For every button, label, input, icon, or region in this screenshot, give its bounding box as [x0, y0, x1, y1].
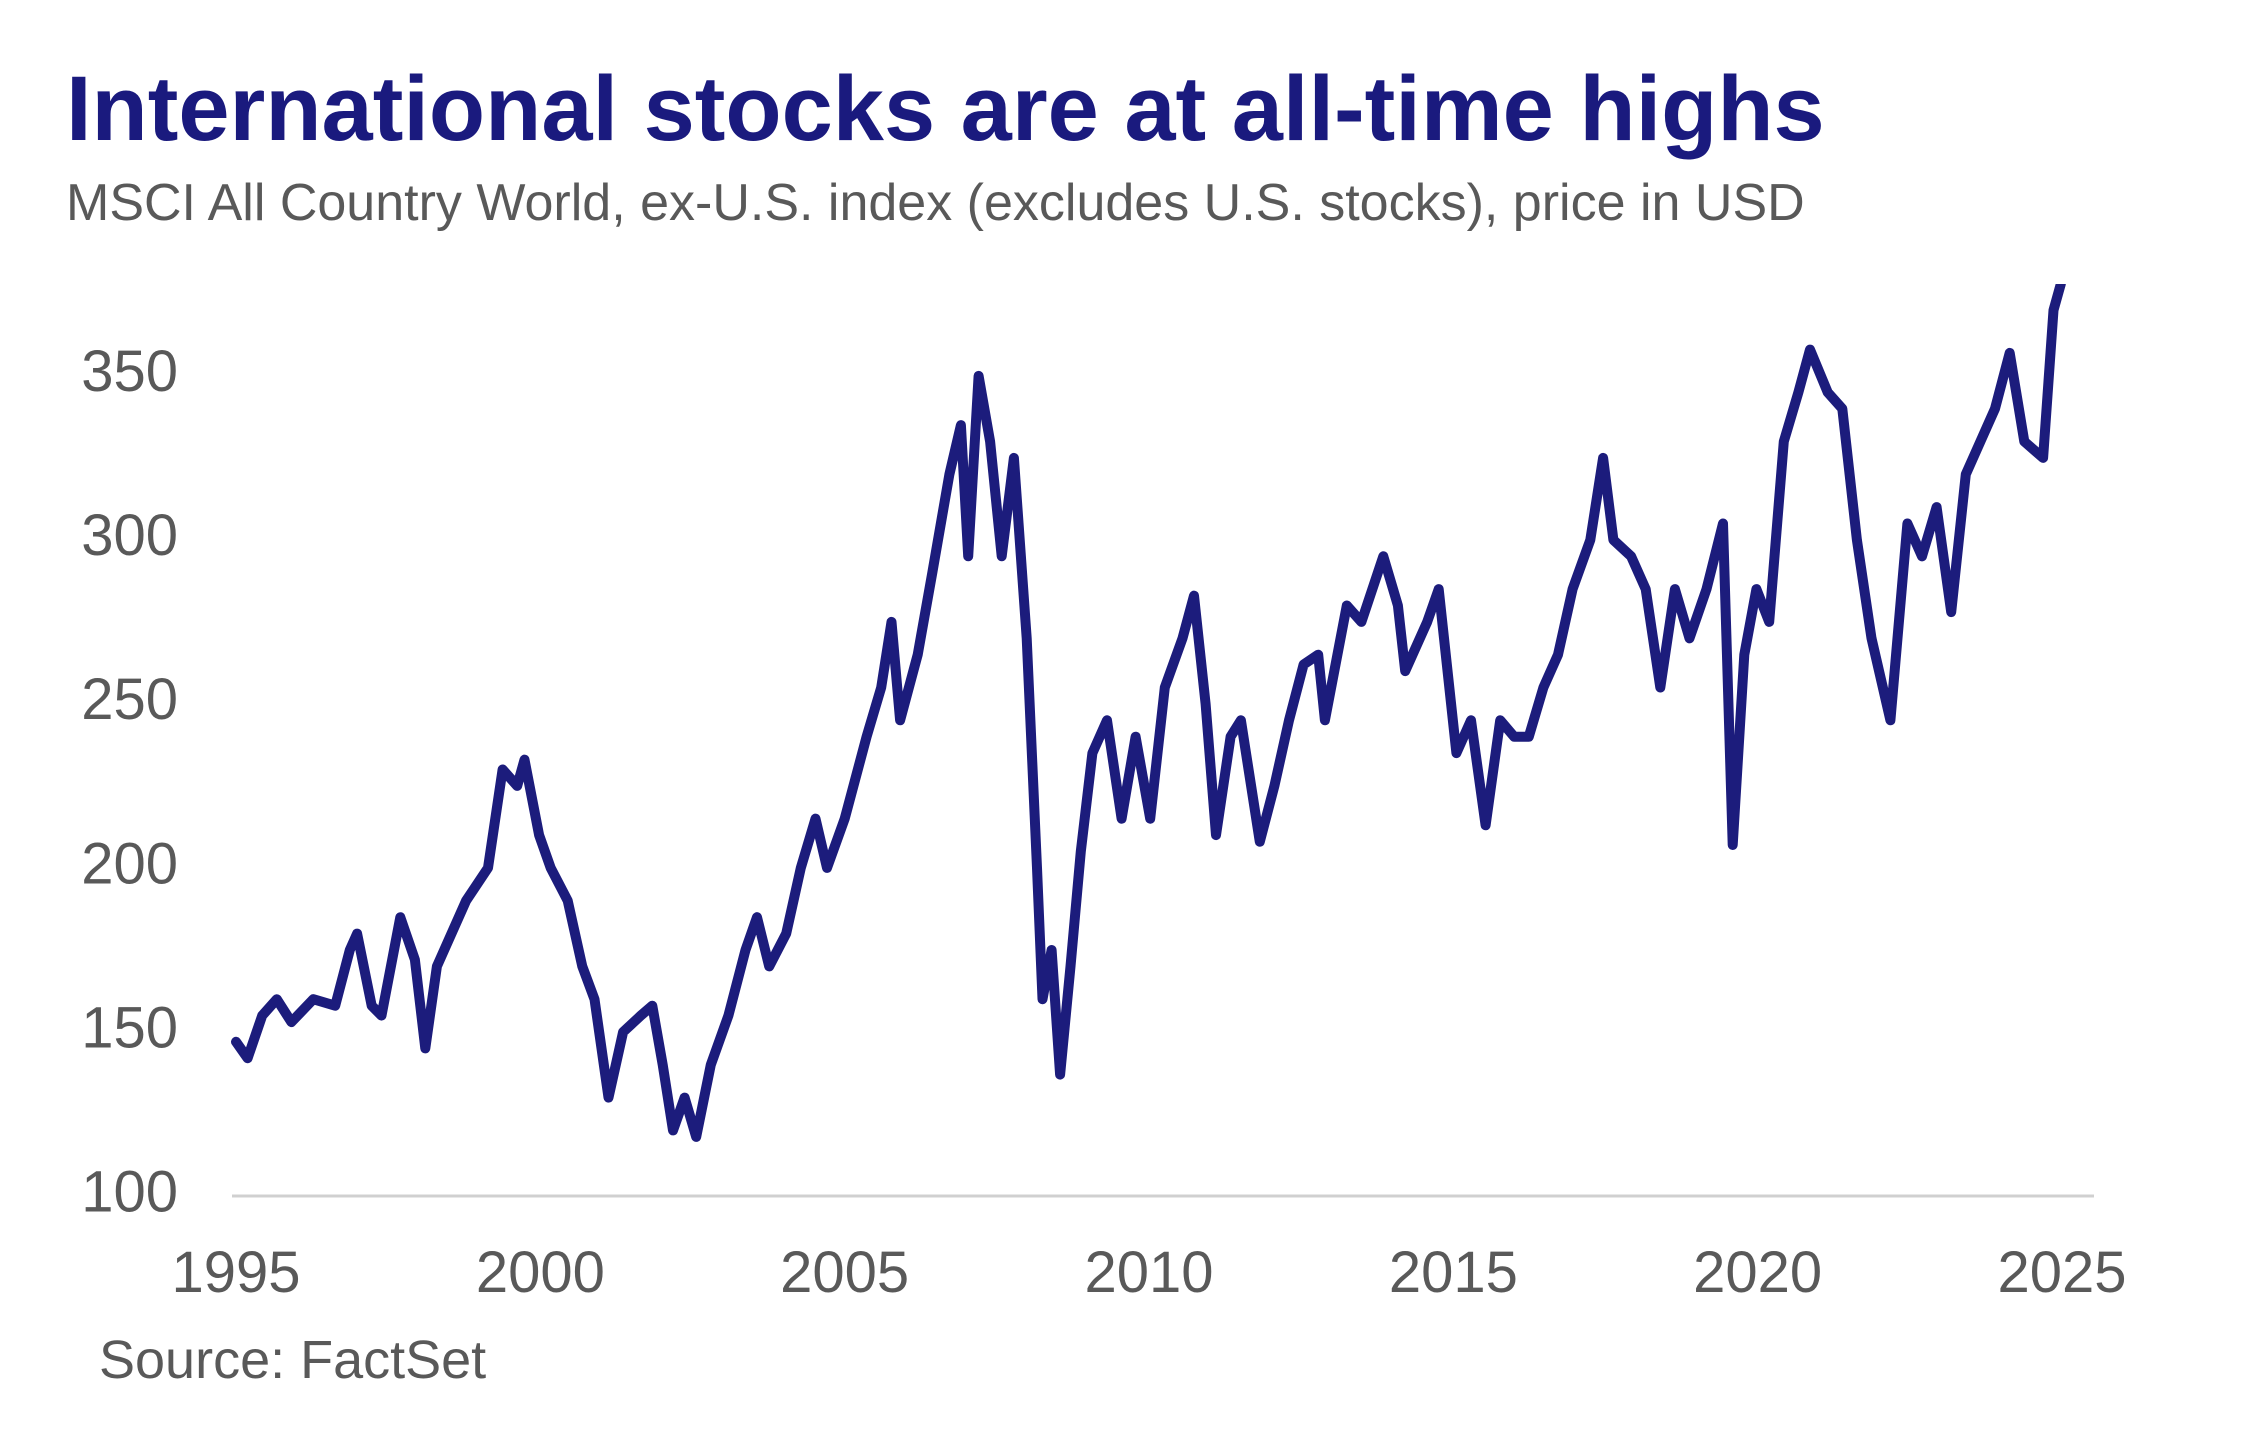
chart-title: International stocks are at all-time hig… — [66, 58, 1825, 160]
y-tick-label: 100 — [81, 1159, 178, 1224]
data-line — [231, 284, 2066, 1142]
x-tick-label: 2010 — [1084, 1240, 1213, 1305]
chart-subtitle: MSCI All Country World, ex-U.S. index (e… — [66, 174, 1805, 232]
y-tick-label: 350 — [81, 339, 178, 404]
x-tick-label: 2015 — [1389, 1240, 1518, 1305]
y-tick-label: 300 — [81, 503, 178, 568]
y-tick-label: 200 — [81, 831, 178, 896]
source-note: Source: FactSet — [99, 1330, 486, 1390]
y-tick-label: 250 — [81, 667, 178, 732]
x-tick-label: 2005 — [780, 1240, 909, 1305]
x-tick-label: 1995 — [171, 1240, 300, 1305]
y-tick-label: 150 — [81, 995, 178, 1060]
x-tick-label: 2025 — [1997, 1240, 2126, 1305]
x-tick-label: 2000 — [476, 1240, 605, 1305]
x-tick-label: 2020 — [1693, 1240, 1822, 1305]
